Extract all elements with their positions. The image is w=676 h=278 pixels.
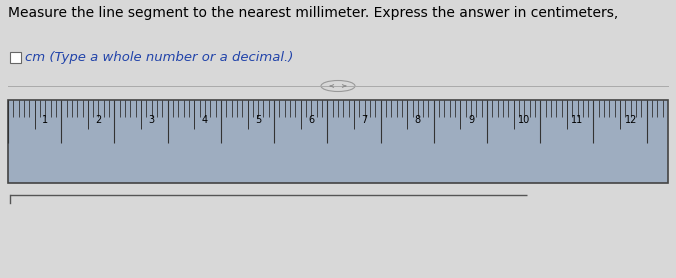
Ellipse shape bbox=[321, 81, 355, 91]
Text: 12: 12 bbox=[625, 115, 637, 125]
Text: 8: 8 bbox=[415, 115, 421, 125]
Text: 5: 5 bbox=[255, 115, 262, 125]
Text: 3: 3 bbox=[149, 115, 155, 125]
Text: 2: 2 bbox=[95, 115, 101, 125]
Text: 4: 4 bbox=[202, 115, 208, 125]
Text: 9: 9 bbox=[468, 115, 474, 125]
Text: 1: 1 bbox=[42, 115, 48, 125]
Text: 11: 11 bbox=[571, 115, 583, 125]
Bar bbox=[10, 52, 21, 63]
Text: 10: 10 bbox=[518, 115, 531, 125]
Text: 7: 7 bbox=[362, 115, 368, 125]
Bar bbox=[8, 100, 668, 183]
Text: 6: 6 bbox=[308, 115, 314, 125]
Text: cm (Type a whole number or a decimal.): cm (Type a whole number or a decimal.) bbox=[25, 51, 293, 64]
Text: Measure the line segment to the nearest millimeter. Express the answer in centim: Measure the line segment to the nearest … bbox=[8, 6, 619, 20]
